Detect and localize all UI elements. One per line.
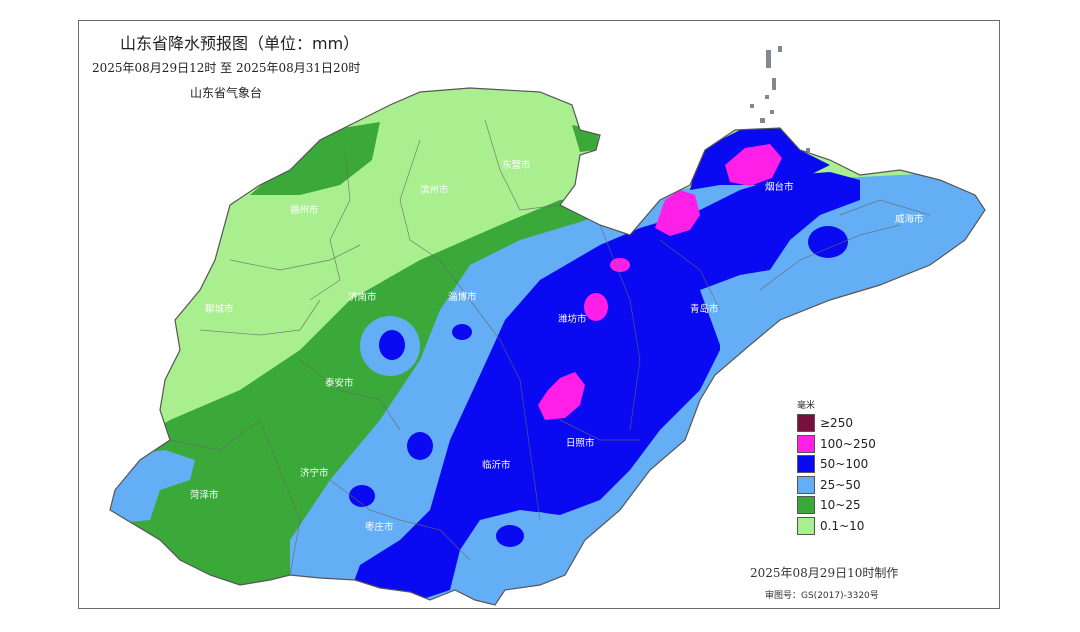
legend-item: 10~25 [797,495,897,516]
legend-label: ≥250 [820,416,853,431]
city-label-rizhao: 日照市 [566,437,595,449]
legend-label: 100~250 [820,436,876,451]
issuer: 山东省气象台 [190,86,263,100]
city-label-jinan: 济南市 [348,291,377,303]
city-label-binzhou: 滨州市 [420,184,449,196]
city-label-weifang: 潍坊市 [558,313,587,325]
legend-swatch [797,434,815,453]
legend-unit: 毫米 [797,401,816,411]
legend-swatch [797,516,815,535]
legend-label: 50~100 [820,457,869,472]
legend-item: 50~100 [797,454,897,475]
city-label-taian: 泰安市 [325,377,354,389]
legend-label: 10~25 [820,498,861,513]
zone-100-250-rizhao [538,372,585,420]
city-label-zaozhuang: 枣庄市 [365,521,394,533]
city-label-zibo: 淄博市 [448,291,477,303]
legend-item: 100~250 [797,434,897,455]
legend-swatch [797,475,815,494]
legend-label: 0.1~10 [820,518,865,533]
zone-100-250-coast [655,190,700,236]
legend-item: ≥250 [797,413,897,434]
legend-swatch [797,496,815,515]
production-time: 2025年08月29日10时制作 [750,566,899,580]
legend-swatch [797,414,815,433]
legend-item: 25~50 [797,475,897,496]
map-approval-number: 审图号：GS(2017)-3320号 [765,591,879,601]
rain-zones [110,88,985,605]
legend-label: 25~50 [820,477,861,492]
legend-swatch [797,455,815,474]
city-label-qingdao: 青岛市 [690,303,719,315]
zone-100-250-yantai [725,144,782,186]
legend-item: 0.1~10 [797,516,897,537]
city-label-dezhou: 德州市 [290,204,319,216]
city-label-weihai: 威海市 [895,213,924,225]
map-title: 山东省降水预报图（单位：mm） [120,34,360,53]
city-label-heze: 菏泽市 [190,489,219,501]
city-label-linyi: 临沂市 [482,459,511,471]
city-label-yantai: 烟台市 [765,181,794,193]
city-label-jining: 济宁市 [300,467,329,479]
admin-boundaries [169,119,931,576]
city-label-liaocheng: 聊城市 [205,303,234,315]
legend: 毫米 ≥250 100~250 50~100 25~50 10~25 0.1~1… [797,398,897,536]
city-label-dongying: 东营市 [502,159,531,171]
forecast-period: 2025年08月29日12时 至 2025年08月31日20时 [92,61,361,75]
